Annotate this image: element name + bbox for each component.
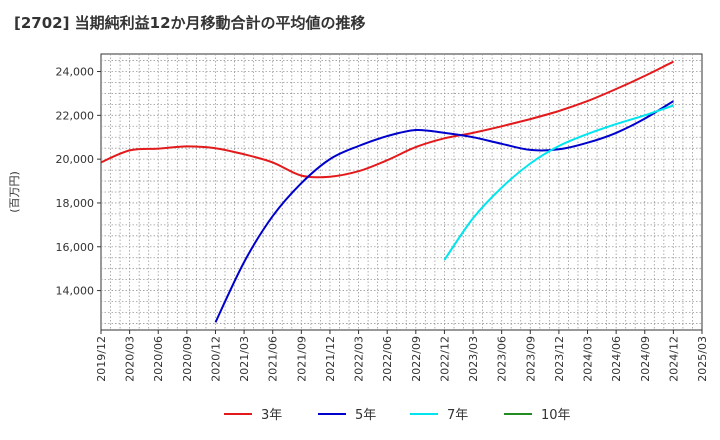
legend-label-1: 3年 xyxy=(261,408,282,423)
chart-title: [2702] 当期純利益12か月移動合計の平均値の推移 xyxy=(14,14,366,32)
x-tick-label: 2021/06 xyxy=(267,336,280,382)
y-axis-label: (百万円) xyxy=(8,171,21,213)
x-tick-label: 2023/09 xyxy=(524,336,537,382)
x-tick-label: 2023/06 xyxy=(496,336,509,382)
x-tick-label: 2024/09 xyxy=(639,336,652,382)
x-tick-label: 2020/09 xyxy=(181,336,194,382)
x-tick-label: 2022/06 xyxy=(381,336,394,382)
y-tick-label: 24,000 xyxy=(56,66,95,79)
series-line-2 xyxy=(214,100,674,323)
x-tick-label: 2022/03 xyxy=(353,336,366,382)
legend-label-2: 5年 xyxy=(355,408,376,423)
legend-label-4: 10年 xyxy=(541,408,571,423)
x-tick-label: 2025/03 xyxy=(696,336,709,382)
series-line-1 xyxy=(100,60,674,179)
x-tick-label: 2023/03 xyxy=(467,336,480,382)
y-tick-label: 20,000 xyxy=(56,153,95,166)
y-tick-label: 18,000 xyxy=(56,197,95,210)
x-tick-label: 2024/03 xyxy=(582,336,595,382)
y-tick-label: 22,000 xyxy=(56,109,95,122)
x-tick-label: 2019/12 xyxy=(95,336,108,382)
x-tick-label: 2021/09 xyxy=(295,336,308,382)
x-tick-label: 2020/06 xyxy=(152,336,165,382)
x-tick-label: 2022/09 xyxy=(410,336,423,382)
x-tick-label: 2024/06 xyxy=(610,336,623,382)
x-tick-label: 2023/12 xyxy=(553,336,566,382)
y-tick-label: 14,000 xyxy=(56,285,95,298)
x-tick-label: 2021/12 xyxy=(324,336,337,382)
plot-area xyxy=(100,53,703,331)
x-tick-label: 2020/12 xyxy=(209,336,222,382)
x-tick-label: 2022/12 xyxy=(438,336,451,382)
x-tick-label: 2024/12 xyxy=(667,336,680,382)
x-tick-label: 2021/03 xyxy=(238,336,251,382)
y-tick-label: 16,000 xyxy=(56,241,95,254)
x-tick-label: 2020/03 xyxy=(124,336,137,382)
legend-label-3: 7年 xyxy=(447,408,468,423)
series-line-3 xyxy=(443,104,674,261)
